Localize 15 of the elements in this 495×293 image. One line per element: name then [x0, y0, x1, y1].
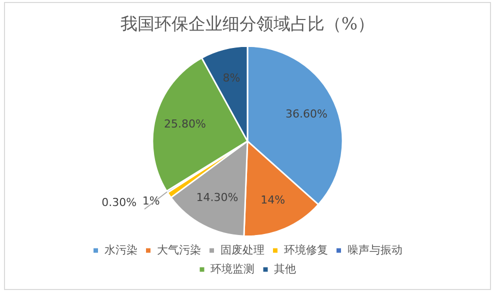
data-label: 1% — [142, 194, 160, 208]
data-label: 14% — [260, 194, 286, 207]
legend-label: 环境监测 — [210, 262, 254, 276]
data-label: 36.60% — [286, 108, 328, 121]
chart-title: 我国环保企业细分领域占比（%） — [120, 14, 375, 35]
legend-label: 固废处理 — [220, 243, 264, 256]
legend-label: 噪声与振动 — [347, 243, 402, 256]
legend-label: 水污染 — [104, 243, 138, 256]
data-label: 25.80% — [164, 118, 206, 131]
legend-label: 其他 — [274, 262, 296, 276]
legend-label: 大气污染 — [156, 243, 201, 256]
data-label: 14.30% — [196, 191, 238, 204]
data-label: 0.30% — [102, 196, 137, 209]
legend-label: 环境修复 — [284, 243, 328, 256]
data-label: 8% — [222, 71, 240, 84]
